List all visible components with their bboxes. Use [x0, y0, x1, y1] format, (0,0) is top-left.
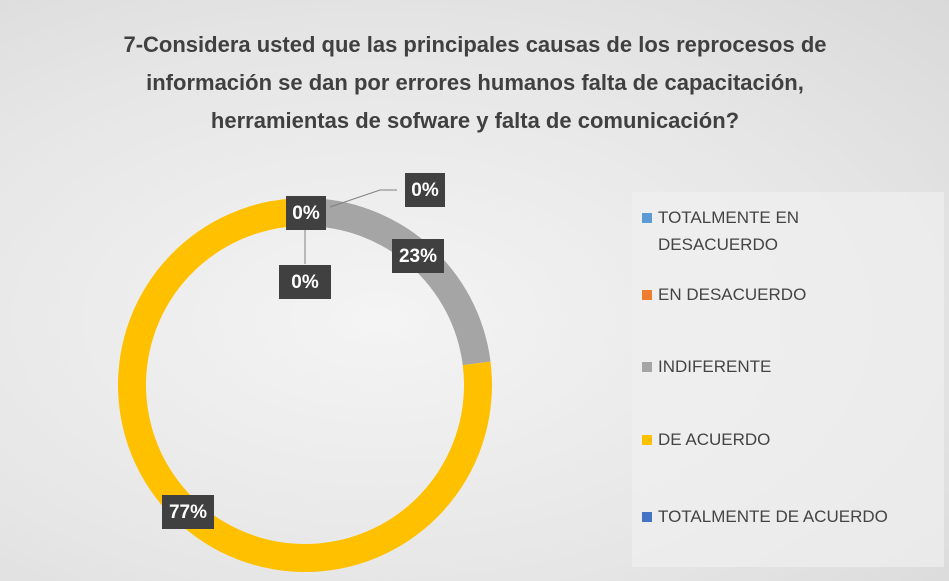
- legend-entry: INDIFERENTE: [642, 353, 942, 380]
- title-box: 7-Considera usted que las principales ca…: [123, 32, 827, 133]
- legend-item: INDIFERENTE: [642, 353, 942, 380]
- legend-swatch: [642, 435, 652, 445]
- legend-label: TOTALMENTE DE ACUERDO: [658, 507, 888, 526]
- legend-label: DE ACUERDO: [658, 430, 771, 449]
- data-label-box: [279, 265, 331, 299]
- legend-item: TOTALMENTE EN DESACUERDO: [642, 204, 942, 258]
- donut-slice: [305, 198, 491, 366]
- data-label: 23%: [399, 246, 437, 267]
- legend-swatch: [642, 290, 652, 300]
- legend-swatch: [642, 512, 652, 522]
- data-label-box: [162, 495, 214, 529]
- legend-swatch: [642, 362, 652, 372]
- legend-label: EN DESACUERDO: [658, 285, 807, 304]
- legend-entry: TOTALMENTE EN DESACUERDO: [642, 204, 942, 258]
- data-label: 77%: [169, 502, 207, 523]
- legend-item: EN DESACUERDO: [642, 281, 942, 308]
- leader-line: [329, 189, 397, 208]
- legend-entry: TOTALMENTE DE ACUERDO: [642, 503, 942, 530]
- legend-item: TOTALMENTE DE ACUERDO: [642, 503, 942, 530]
- legend-entry: DE ACUERDO: [642, 426, 942, 453]
- legend-item: DE ACUERDO: [642, 426, 942, 453]
- data-label-box: [286, 196, 326, 230]
- legend-entry: EN DESACUERDO: [642, 281, 942, 308]
- chart-title: 7-Considera usted que las principales ca…: [123, 32, 827, 133]
- data-label: 0%: [292, 203, 320, 224]
- legend-box: [632, 192, 944, 567]
- data-label: 0%: [291, 272, 319, 293]
- legend-swatch: [642, 213, 652, 223]
- legend-label: INDIFERENTE: [658, 357, 772, 376]
- legend-label: TOTALMENTE EN DESACUERDO: [658, 208, 800, 254]
- data-label-box: [405, 173, 445, 207]
- data-label: 0%: [411, 180, 439, 201]
- data-label-box: [392, 239, 444, 273]
